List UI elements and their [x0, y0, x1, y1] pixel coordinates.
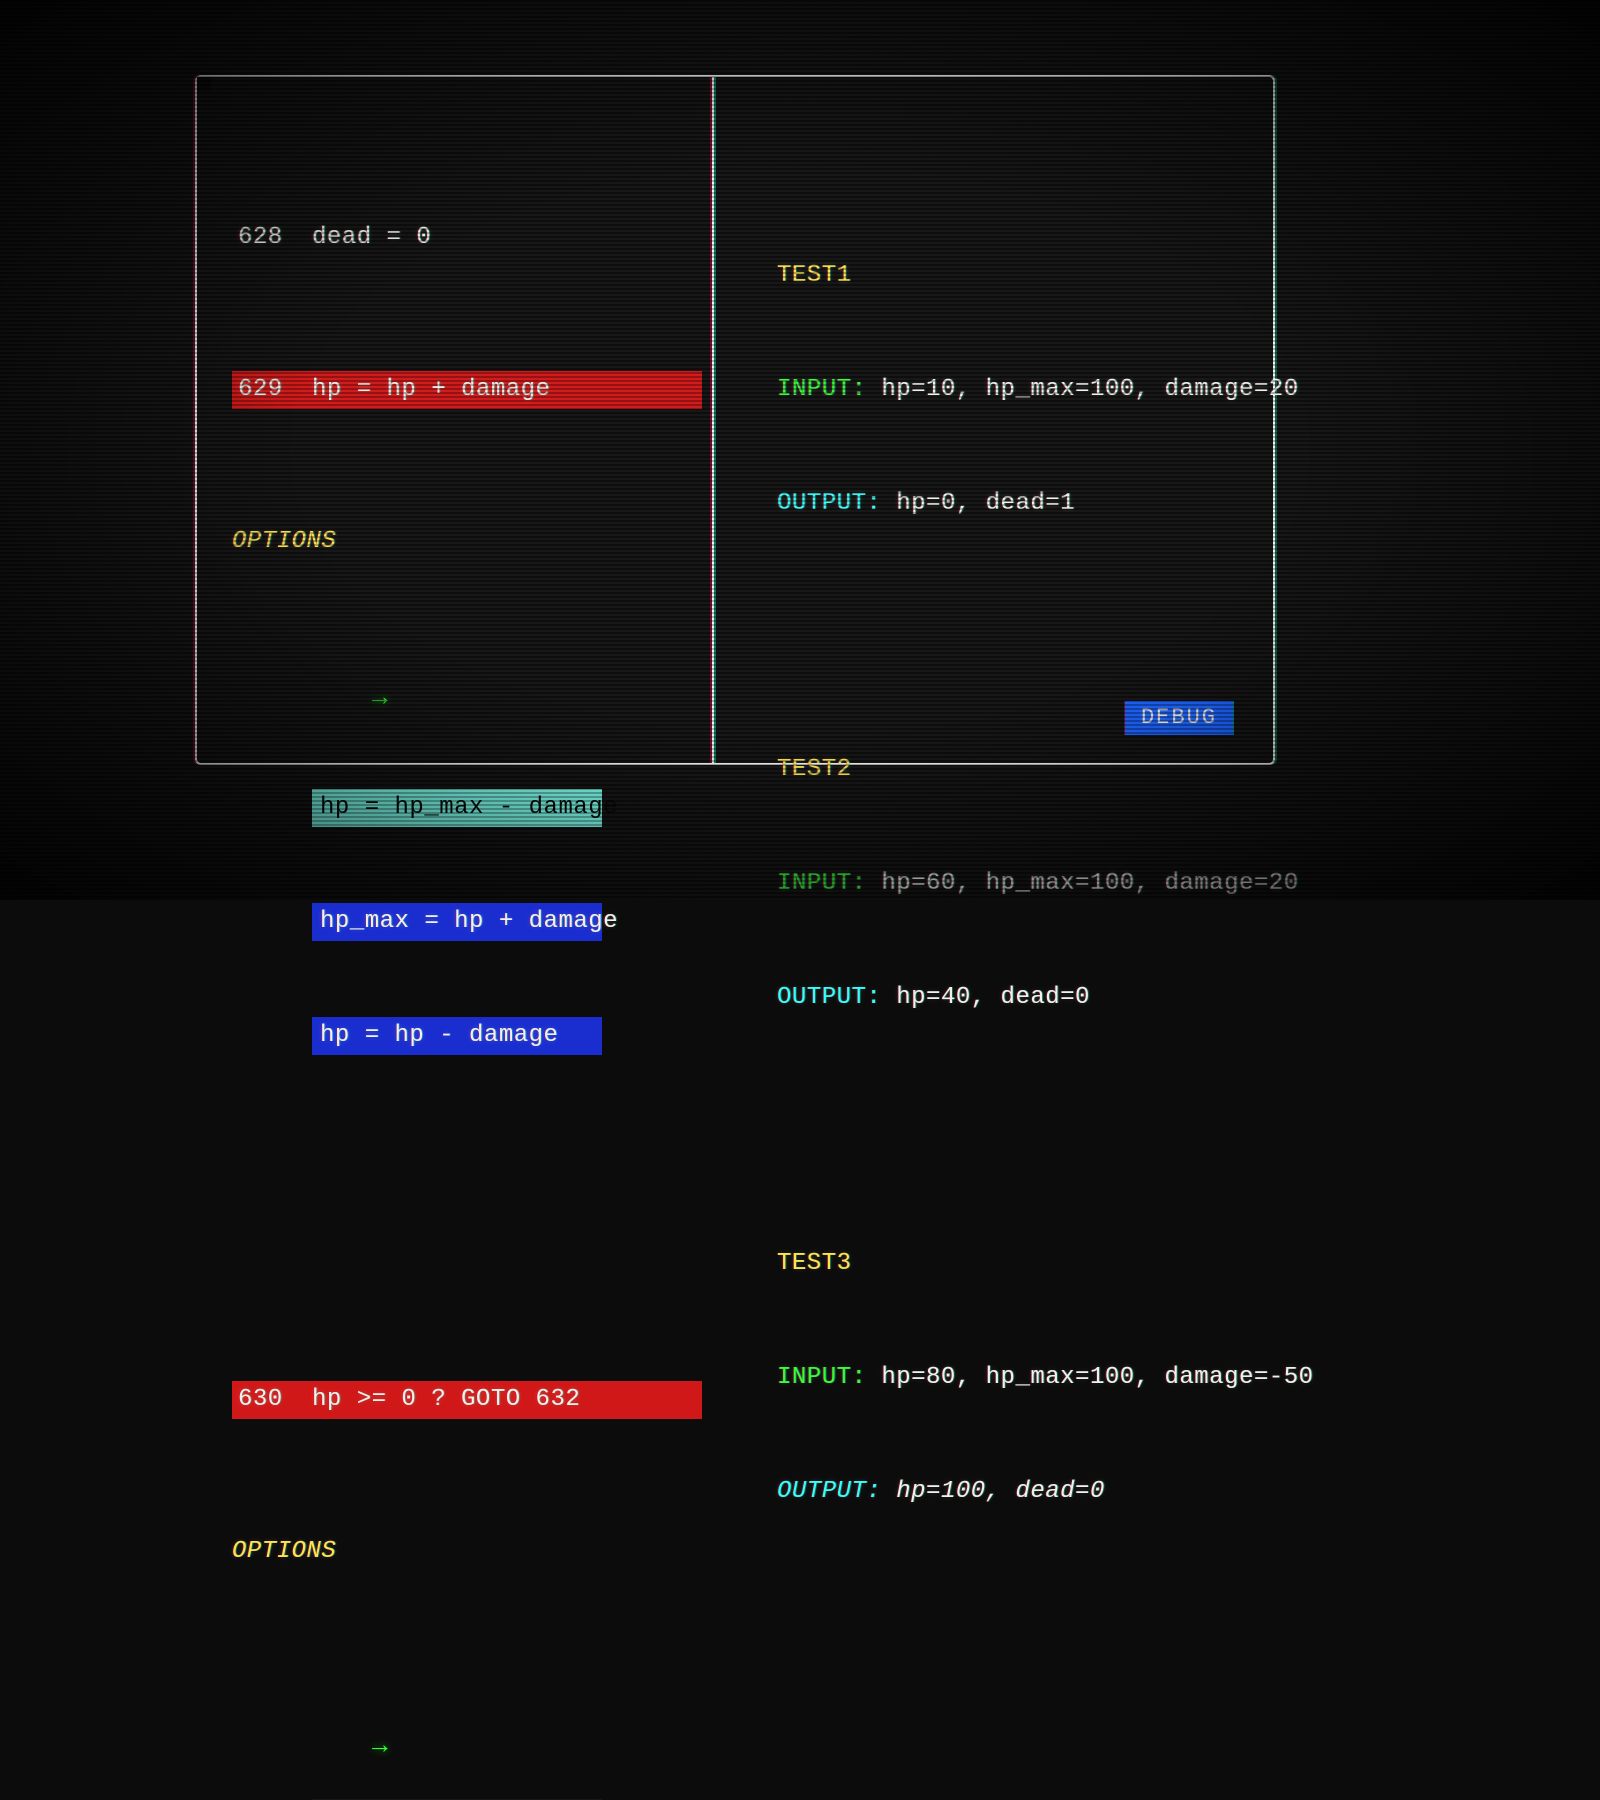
code-line-error: 629 hp = hp + damage — [232, 371, 702, 409]
test-input: hp=10, hp_max=100, damage=20 — [866, 376, 1298, 403]
code-text: hp = hp + damage — [312, 371, 550, 409]
line-number: 629 — [232, 371, 312, 409]
option-item[interactable]: hp_max = hp + damage — [312, 903, 602, 941]
test-input: hp=80, hp_max=100, damage=-50 — [866, 1364, 1313, 1391]
test-block: TEST2 INPUT: hp=60, hp_max=100, damage=2… — [777, 675, 1247, 1093]
code-text: dead = 0 — [312, 219, 431, 257]
options-heading: OPTIONS — [232, 1533, 702, 1571]
test-block: TEST1 INPUT: hp=10, hp_max=100, damage=2… — [777, 181, 1247, 599]
input-label: INPUT: — [777, 870, 866, 897]
output-label: OUTPUT: — [777, 984, 881, 1011]
options-group-1: → hp = hp_max - damage hp_max = hp + dam… — [312, 675, 702, 1131]
output-label: OUTPUT: — [777, 490, 881, 517]
code-line-error: 630 hp >= 0 ? GOTO 632 — [232, 1381, 702, 1419]
test-output: hp=100, dead=0 — [881, 1478, 1105, 1505]
options-heading: OPTIONS — [232, 523, 702, 561]
debug-button[interactable]: DEBUG — [1125, 701, 1233, 735]
selection-arrow-icon: → — [372, 679, 388, 717]
line-number: 628 — [232, 219, 312, 257]
test-label: TEST3 — [777, 1245, 1247, 1283]
test-input: hp=60, hp_max=100, damage=20 — [866, 870, 1298, 897]
option-item[interactable]: hp = hp_max - damage — [312, 789, 602, 827]
test-label: TEST2 — [777, 751, 1247, 789]
code-pane: 628 dead = 0 629 hp = hp + damage OPTION… — [232, 105, 702, 1800]
test-block: TEST3 INPUT: hp=80, hp_max=100, damage=-… — [777, 1169, 1247, 1587]
terminal-frame: 628 dead = 0 629 hp = hp + damage OPTION… — [195, 75, 1275, 765]
test-output: hp=40, dead=0 — [881, 984, 1090, 1011]
options-label: OPTIONS — [232, 523, 336, 561]
options-label: OPTIONS — [232, 1533, 336, 1571]
output-label: OUTPUT: — [777, 1478, 881, 1505]
input-label: INPUT: — [777, 376, 866, 403]
selection-arrow-icon: → — [372, 1727, 388, 1765]
tests-pane: TEST1 INPUT: hp=10, hp_max=100, damage=2… — [777, 105, 1247, 1663]
option-item[interactable]: hp = hp - damage — [312, 1017, 602, 1055]
options-group-2: → hp < 0 ? GOTO 633 hp >= 0 ? GOTO 633 h… — [312, 1685, 702, 1800]
code-line: 628 dead = 0 — [232, 219, 702, 257]
test-label: TEST1 — [777, 257, 1247, 295]
test-output: hp=0, dead=1 — [881, 490, 1075, 517]
pane-divider — [712, 77, 714, 763]
option-item[interactable]: hp < 0 ? GOTO 633 — [312, 1799, 602, 1800]
input-label: INPUT: — [777, 1364, 866, 1391]
code-text: hp >= 0 ? GOTO 632 — [312, 1381, 580, 1419]
line-number: 630 — [232, 1381, 312, 1419]
